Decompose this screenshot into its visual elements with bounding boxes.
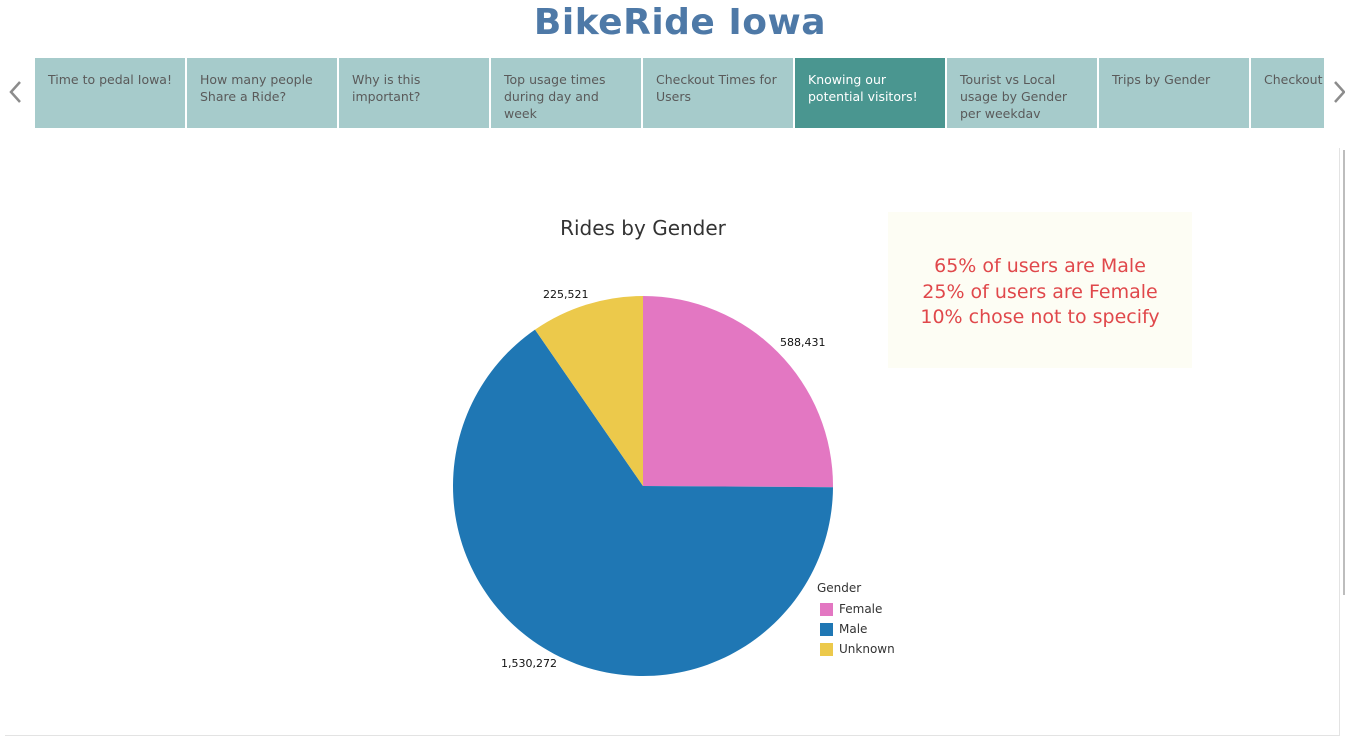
story-tab-top-usage-times[interactable]: Top usage times during day and week	[491, 58, 641, 128]
data-label-female: 588,431	[780, 336, 826, 349]
vertical-scrollbar[interactable]	[1343, 150, 1345, 595]
previous-story-button[interactable]	[6, 72, 26, 112]
chevron-left-icon	[9, 81, 21, 103]
pie-slice-male[interactable]	[453, 329, 833, 677]
story-tab-tourist-vs-local[interactable]: Tourist vs Local usage by Gender per wee…	[947, 58, 1097, 128]
pie-slice-female[interactable]	[643, 296, 833, 488]
data-label-unknown: 225,521	[543, 288, 589, 301]
story-tab-trips-by-gender[interactable]: Trips by Gender	[1099, 58, 1249, 128]
chart-title: Rides by Gender	[560, 216, 726, 240]
note-line-female: 25% of users are Female	[922, 280, 1158, 303]
story-tab-checkout-by-gender[interactable]: Checkout t gender	[1251, 58, 1324, 128]
story-tab-checkout-times[interactable]: Checkout Times for Users	[643, 58, 793, 128]
note-line-male: 65% of users are Male	[934, 255, 1146, 277]
next-story-button[interactable]	[1330, 72, 1345, 112]
page-title: BikeRide Iowa	[533, 2, 827, 43]
legend-item-unknown[interactable]: Unknown	[817, 639, 927, 659]
legend-label: Female	[839, 602, 883, 616]
legend-item-female[interactable]: Female	[817, 599, 927, 619]
story-tabs: Time to pedal Iowa! How many people Shar…	[35, 58, 1324, 128]
story-tab-knowing-visitors[interactable]: Knowing our potential visitors!	[795, 58, 945, 128]
chevron-right-icon	[1334, 81, 1345, 103]
legend-label: Male	[839, 622, 868, 636]
legend-swatch-female	[820, 602, 833, 616]
story-tab-share-a-ride[interactable]: How many people Share a Ride?	[187, 58, 337, 128]
legend-swatch-male	[820, 622, 833, 636]
legend-item-male[interactable]: Male	[817, 619, 927, 639]
data-label-male: 1,530,272	[501, 657, 557, 670]
legend-title: Gender	[817, 581, 862, 595]
legend-label: Unknown	[839, 642, 895, 656]
story-content-frame	[5, 148, 1340, 736]
summary-note: 65% of users are Male 25% of users are F…	[888, 212, 1192, 368]
story-tab-why-important[interactable]: Why is this important?	[339, 58, 489, 128]
chart-legend: Gender Female Male Unknown	[817, 581, 927, 659]
pie-slice-unknown[interactable]	[535, 296, 643, 486]
story-tab-time-to-pedal[interactable]: Time to pedal Iowa!	[35, 58, 185, 128]
legend-swatch-unknown	[820, 642, 833, 656]
note-line-unknown: 10% chose not to specify	[920, 306, 1160, 328]
